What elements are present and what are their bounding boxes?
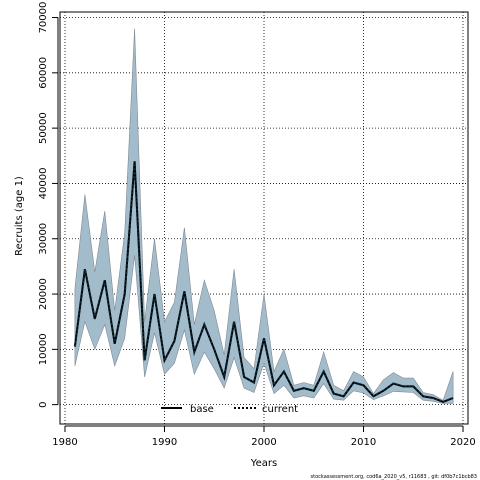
y-tick-label-70000: 70000 — [38, 2, 49, 34]
legend-current-label: current — [262, 404, 298, 415]
x-tick-label-2000: 2000 — [251, 437, 276, 448]
confidence-band — [74, 28, 454, 404]
legend-base-label: base — [190, 404, 214, 415]
y-tick-label-30000: 30000 — [38, 223, 49, 255]
x-axis: 1980 1990 2000 2010 2020 — [52, 425, 476, 448]
x-tick-label-2010: 2010 — [351, 437, 376, 448]
y-axis-title: Recruits (age 1) — [14, 176, 25, 256]
x-axis-title: Years — [250, 458, 277, 469]
series-line-current — [73, 161, 454, 403]
y-tick-label-40000: 40000 — [38, 168, 49, 200]
series-lines — [73, 161, 454, 403]
x-tick-label-2020: 2020 — [450, 437, 475, 448]
plot-frame — [59, 11, 469, 425]
y-tick-label-60000: 60000 — [38, 57, 49, 89]
legend: base current — [161, 404, 298, 415]
x-tick-label-1980: 1980 — [52, 437, 77, 448]
confidence-band-area — [74, 28, 454, 404]
y-axis: 0 10000 20000 30000 40000 50000 60000 70000 — [38, 2, 59, 408]
y-tick-label-0: 0 — [38, 401, 49, 407]
footer-text: stockassessment.org, cod6a_2020_v5, r116… — [311, 474, 477, 480]
y-tick-label-20000: 20000 — [38, 278, 49, 310]
y-tick-label-10000: 10000 — [38, 333, 49, 365]
y-tick-label-50000: 50000 — [38, 112, 49, 144]
x-tick-label-1990: 1990 — [152, 437, 177, 448]
